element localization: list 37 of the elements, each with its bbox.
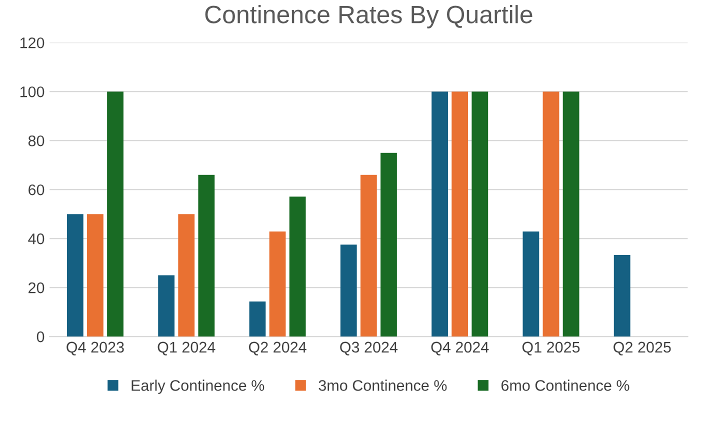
y-tick-label: 40 xyxy=(28,233,44,244)
x-tick-label: Q3 2024 xyxy=(340,342,398,356)
bar xyxy=(289,196,306,337)
x-tick-label: Q2 2024 xyxy=(248,342,306,356)
legend-label: 6mo Continence % xyxy=(501,380,630,391)
legend-label: Early Continence % xyxy=(132,380,264,394)
bar xyxy=(66,214,84,337)
x-tick-label: Q4 2023 xyxy=(66,342,124,356)
bar xyxy=(522,231,540,337)
bar xyxy=(452,92,468,337)
bar xyxy=(107,92,124,337)
bar xyxy=(614,254,630,337)
chart-title: Continence Rates By Quartile xyxy=(205,5,532,28)
bar xyxy=(158,275,175,337)
bar xyxy=(360,174,377,337)
bar xyxy=(472,92,488,337)
bar xyxy=(269,231,286,337)
bar xyxy=(87,214,104,337)
bar xyxy=(178,214,195,337)
y-tick-label: 120 xyxy=(20,37,44,48)
y-tick-label: 80 xyxy=(28,135,44,146)
bar xyxy=(542,92,560,337)
x-tick-label: Q4 2024 xyxy=(431,342,489,356)
x-tick-label: Q2 2025 xyxy=(614,342,671,356)
legend-label: 3mo Continence % xyxy=(318,380,447,391)
bar xyxy=(562,92,580,337)
x-tick-label: Q1 2025 xyxy=(522,342,580,356)
bar xyxy=(198,174,215,337)
bar xyxy=(432,92,448,337)
bar xyxy=(380,152,397,337)
y-tick-label: 100 xyxy=(20,86,44,98)
y-tick-label: 60 xyxy=(28,184,44,196)
y-tick-label: 0 xyxy=(36,331,44,342)
bar xyxy=(249,302,266,337)
x-tick-label: Q1 2024 xyxy=(158,342,216,356)
bar xyxy=(340,244,357,337)
y-tick-label: 20 xyxy=(28,282,44,294)
